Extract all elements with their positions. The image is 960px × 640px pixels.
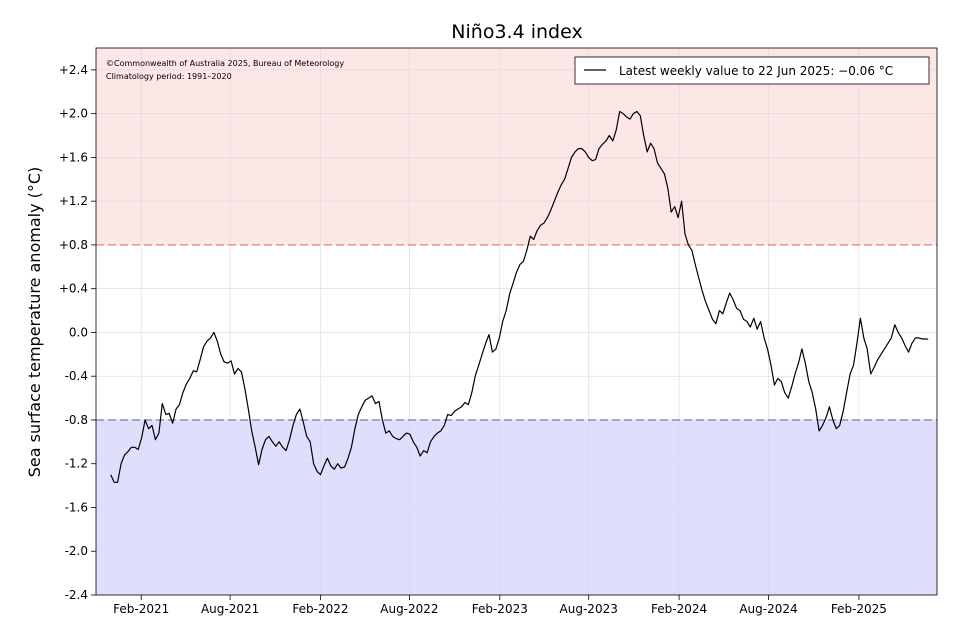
x-tick-label: Aug-2023 — [560, 602, 618, 616]
y-tick-label: -2.0 — [65, 544, 88, 558]
y-tick-label: -0.4 — [65, 369, 88, 383]
climatology-note: Climatology period: 1991–2020 — [106, 72, 232, 81]
y-tick-label: +0.8 — [59, 238, 88, 252]
y-tick-label: +1.2 — [59, 194, 88, 208]
y-tick-label: -1.6 — [65, 500, 88, 514]
y-tick-label: +0.4 — [59, 282, 88, 296]
y-tick-label: -0.8 — [65, 413, 88, 427]
x-tick-label: Feb-2025 — [831, 602, 887, 616]
x-tick-label: Feb-2021 — [113, 602, 169, 616]
x-tick-label: Feb-2023 — [472, 602, 528, 616]
y-tick-label: -2.4 — [65, 588, 88, 602]
x-tick-label: Aug-2024 — [739, 602, 797, 616]
y-tick-label: +2.4 — [59, 63, 88, 77]
legend-label: Latest weekly value to 22 Jun 2025: −0.0… — [619, 64, 893, 78]
y-axis-label: Sea surface temperature anomaly (°C) — [25, 167, 44, 478]
x-tick-label: Aug-2021 — [201, 602, 259, 616]
x-tick-label: Feb-2022 — [292, 602, 348, 616]
plot-frame — [95, 47, 938, 596]
y-tick-label: 0.0 — [69, 325, 88, 339]
chart-title: Niño3.4 index — [451, 21, 582, 43]
legend-box — [574, 56, 930, 85]
x-tick-label: Feb-2024 — [651, 602, 707, 616]
x-tick-label: Aug-2022 — [380, 602, 438, 616]
legend: Latest weekly value to 22 Jun 2025: −0.0… — [574, 56, 930, 85]
copyright-note: ©Commonwealth of Australia 2025, Bureau … — [106, 59, 344, 68]
y-tick-label: -1.2 — [65, 457, 88, 471]
y-tick-label: +2.0 — [59, 107, 88, 121]
y-tick-label: +1.6 — [59, 150, 88, 164]
nino34-series-line — [110, 110, 929, 483]
